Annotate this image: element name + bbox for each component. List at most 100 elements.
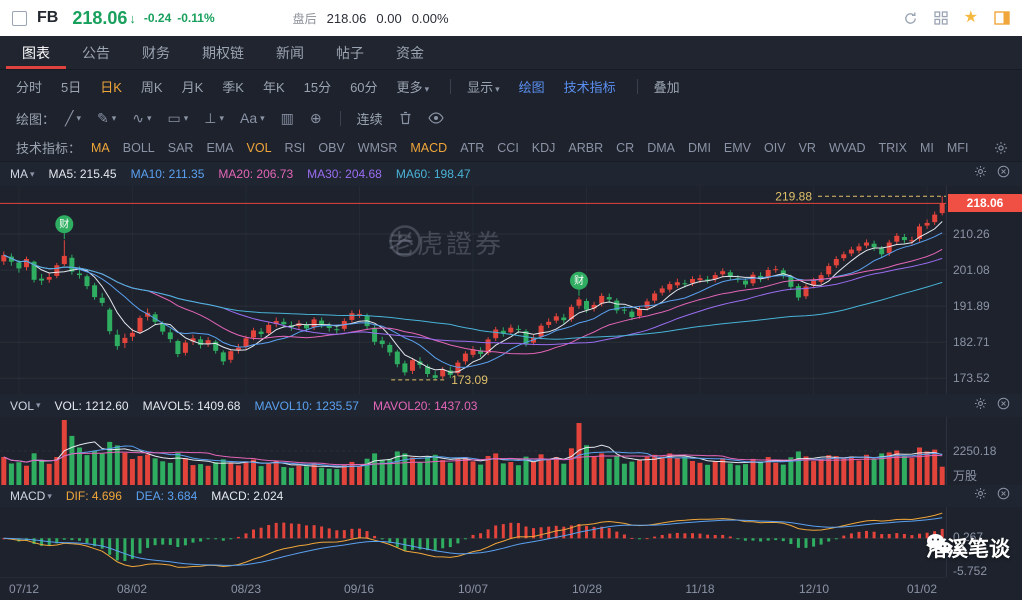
indicator-item-oiv[interactable]: OIV [764,140,786,155]
chevron-down-icon: ▾ [219,112,225,123]
timeframe-周K[interactable]: 周K [140,79,163,95]
macd-pane-dropdown[interactable]: MACD ▾ [10,489,52,503]
draw-mode-button[interactable]: 绘图 [518,79,545,95]
indicator-item-mi[interactable]: MI [920,140,934,155]
indicator-settings-gear-icon[interactable] [994,141,1008,160]
indicator-item-cci[interactable]: CCI [497,140,519,155]
indicator-value: DEA: 3.684 [135,489,198,503]
refresh-icon[interactable] [903,11,918,26]
indicator-item-emv[interactable]: EMV [723,140,752,155]
tab-公告[interactable]: 公告 [82,44,110,61]
volume-chart[interactable] [0,417,946,485]
timeframe-年K[interactable]: 年K [262,79,285,95]
chevron-down-icon: ▾ [76,112,81,123]
timeframe-季K[interactable]: 季K [222,79,244,95]
indicator-item-vol[interactable]: VOL [246,140,272,155]
trendline-tool-icon-glyph: ╱ [65,109,74,126]
overlay-button[interactable]: 叠加 [653,79,680,95]
vol-close-icon[interactable] [997,397,1010,415]
x-axis-label: 10/07 [457,582,489,596]
trash-icon[interactable] [399,111,412,125]
indicator-item-ma[interactable]: MA [91,140,110,155]
vol-settings-gear-icon[interactable] [974,397,987,415]
indicator-item-dmi[interactable]: DMI [688,140,711,155]
drawing-tools: ╱ ▾ ✎ ▾ ∿ ▾ ▭ ▾ ⊥ ▾ Aa ▾ ▥ ⊕ [65,110,338,127]
timeframe-月K[interactable]: 月K [181,79,204,95]
divider [636,78,638,94]
tab-新闻[interactable]: 新闻 [276,44,304,61]
tab-财务[interactable]: 财务 [142,44,170,61]
indicator-item-wvad[interactable]: WVAD [828,140,866,155]
measure-tool-icon[interactable]: ⊥ ▾ [204,110,224,127]
indicator-item-mfi[interactable]: MFI [946,140,969,155]
macd-chart[interactable] [0,507,946,577]
indicator-value: MACD: 2.024 [211,489,284,503]
wave-tool-icon[interactable]: ∿ ▾ [132,110,151,127]
indicator-item-obv[interactable]: OBV [318,140,345,155]
timeframe-5日[interactable]: 5日 [61,79,82,95]
svg-text:财: 财 [574,274,584,287]
tech-indicator-button[interactable]: 技术指标 [563,79,616,95]
ma-lines-layer [3,221,943,373]
timeframe-60分[interactable]: 60分 [350,79,378,95]
earnings-badge[interactable]: 财 [55,215,74,240]
price-axis-label: 191.89 [953,299,990,313]
volume-bars-layer [1,420,945,485]
timeframe-15分[interactable]: 15分 [303,79,332,95]
tab-图表[interactable]: 图表 [6,36,66,69]
volume-axis-label: 2250.18 [953,444,997,458]
window-icon[interactable] [12,10,27,26]
rect-tool-icon[interactable]: ▭ ▾ [168,110,189,127]
section-tabbar: 图表 公告 财务 期权链 新闻 帖子 资金 [0,36,1022,70]
macd-settings-gear-icon[interactable] [974,487,987,505]
indicator-item-kdj[interactable]: KDJ [531,140,556,155]
indicator-item-macd[interactable]: MACD [410,140,448,155]
indicator-item-ema[interactable]: EMA [206,140,234,155]
pencil-tool-icon-glyph: ✎ [96,109,109,126]
indicator-value: MA30: 204.68 [307,167,382,181]
tab-帖子[interactable]: 帖子 [336,44,364,61]
macd-close-icon[interactable] [997,487,1010,505]
x-axis-label: 07/12 [8,582,40,596]
timeframe-bar: 分时 5日 日K 周K 月K 季K 年K 15分 60分 更多 ▾ 显示 ▾ 绘图 技术指标 叠加 [0,70,1022,102]
indicator-item-boll[interactable]: BOLL [122,140,155,155]
vol-pane-dropdown[interactable]: VOL ▾ [10,398,41,413]
indicator-item-trix[interactable]: TRIX [878,140,907,155]
indicator-item-dma[interactable]: DMA [647,140,675,155]
trendline-tool-icon[interactable]: ╱ ▾ [65,110,81,127]
visibility-eye-icon[interactable] [427,112,444,124]
timeframe-more-button[interactable]: 更多 ▾ [396,79,430,95]
text-tool-icon[interactable]: Aa ▾ [240,110,265,126]
display-menu-button[interactable]: 显示 ▾ [467,79,500,95]
last-price: 218.06 [72,7,128,28]
mavol-lines-layer [3,441,943,468]
indicator-item-vr[interactable]: VR [798,140,816,155]
indicator-item-cr[interactable]: CR [616,140,635,155]
ma-pane-dropdown[interactable]: MA ▾ [10,167,35,181]
chevron-down-icon: ▾ [260,112,265,123]
indicator-item-rsi[interactable]: RSI [284,140,306,155]
pencil-tool-icon[interactable]: ✎ ▾ [97,110,116,127]
continuous-draw-toggle[interactable]: 连续 [356,111,383,127]
indicator-item-sar[interactable]: SAR [167,140,194,155]
indicator-item-arbr[interactable]: ARBR [568,140,604,155]
panel-layout-icon[interactable] [994,11,1010,25]
indicator-item-wmsr[interactable]: WMSR [357,140,398,155]
earnings-badge[interactable]: 财 [570,271,588,296]
ma-close-icon[interactable] [997,165,1010,183]
ma-settings-gear-icon[interactable] [974,165,987,183]
tab-资金[interactable]: 资金 [396,44,424,61]
timeframe-日K[interactable]: 日K [100,79,122,95]
macd-axis-label: -5.752 [953,564,988,578]
text-tool-icon-glyph: Aa [240,110,258,126]
zoom-tool-icon[interactable]: ⊕ [310,110,322,127]
timeframe-分时[interactable]: 分时 [16,79,43,95]
wechat-logo-icon [927,534,952,555]
grid-layout-icon[interactable] [934,11,948,25]
tab-期权链[interactable]: 期权链 [202,44,244,61]
favorite-star-icon[interactable]: ★ [963,9,978,26]
indicator-item-atr[interactable]: ATR [460,140,485,155]
volume-chart-pane: 2250.18 万股 [0,417,1022,485]
pattern-tool-icon[interactable]: ▥ [281,110,294,127]
